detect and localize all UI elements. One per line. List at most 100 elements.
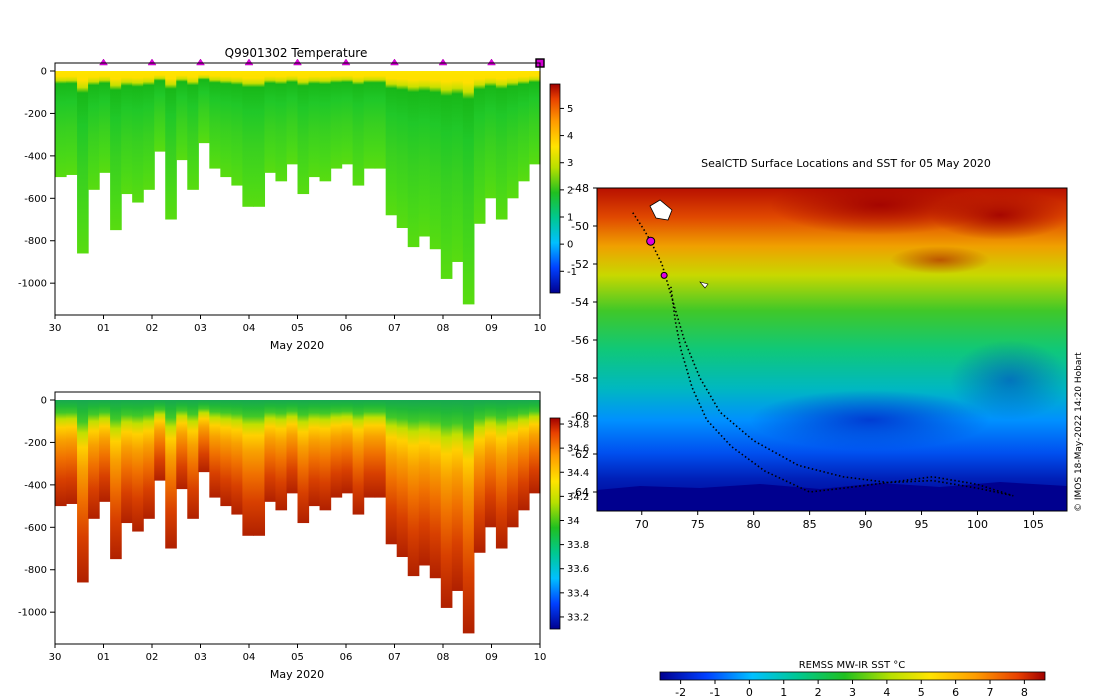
colorbar-tick-label: 34.6 (567, 444, 589, 455)
x-tick-label: 05 (291, 652, 304, 663)
y-tick-label: -600 (24, 194, 47, 205)
salinity-xlabel: May 2020 (270, 668, 324, 681)
x-tick-label: 10 (534, 323, 547, 334)
temperature-panel: Q9901302 Temperature 0 -200 -400 -600 -800 -1… (18, 46, 577, 352)
seal-track-highlights (646, 236, 668, 279)
surface-marker (390, 58, 399, 66)
profile-column (143, 400, 155, 519)
y-tick-label: -1000 (18, 279, 47, 290)
lat-tick-label: -62 (571, 448, 589, 461)
surface-marker (99, 58, 108, 66)
colorbar-tick-label: -1 (567, 267, 577, 278)
salinity-y-axis: 0 -200 -400 -600 -800 -1000 (18, 396, 55, 619)
profile-column (506, 71, 519, 199)
profile-column (451, 71, 464, 262)
profile-column (385, 400, 398, 545)
x-tick-label: 02 (146, 652, 159, 663)
sst-colorbar-ticks: -2 -1 0 1 2 3 4 5 6 7 8 (675, 680, 1028, 699)
temperature-x-axis: 30 01 02 03 04 05 06 07 08 09 10 (49, 315, 547, 334)
profile-column (495, 71, 508, 220)
profile-column (429, 400, 442, 579)
x-tick-label: 06 (340, 652, 353, 663)
x-tick-label: 03 (194, 652, 207, 663)
profile-column (451, 400, 464, 591)
colorbar-tick-label: 1 (567, 213, 573, 224)
sst-colorbar-tick-label: -1 (710, 686, 721, 699)
x-tick-label: 07 (388, 652, 401, 663)
surface-marker (196, 58, 205, 66)
profile-column (363, 71, 376, 169)
profile-column (66, 71, 78, 175)
profile-column (242, 400, 255, 536)
profile-column (77, 400, 89, 583)
temperature-colorbar (549, 83, 561, 294)
salinity-x-axis: 30 01 02 03 04 05 06 07 08 09 10 (49, 644, 546, 663)
profile-column (88, 71, 100, 190)
sst-colorbar-tick-label: 4 (883, 686, 890, 699)
lon-tick-label: 90 (859, 518, 873, 531)
profile-column (297, 71, 310, 195)
profile-column (462, 400, 475, 634)
profile-column (187, 400, 199, 519)
profile-column (528, 71, 541, 165)
surface-marker (438, 58, 448, 66)
profile-column (330, 400, 343, 498)
profile-column (297, 400, 310, 524)
profile-column (418, 71, 431, 237)
colorbar-tick-label: 33.2 (567, 612, 589, 623)
colorbar-tick-label: 0 (567, 240, 573, 251)
track-highlight-point (646, 236, 656, 246)
temperature-profiles (55, 71, 541, 305)
y-tick-label: 0 (41, 67, 47, 78)
x-tick-label: 09 (485, 652, 498, 663)
profile-column (187, 71, 199, 190)
salinity-panel: 0 -200 -400 -600 -800 -1000 30 01 02 03 04 05 06 07 0… (18, 391, 589, 681)
lat-tick-label: -52 (571, 258, 589, 271)
lat-tick-label: -54 (571, 296, 589, 309)
profile-column (121, 71, 133, 195)
lat-tick-label: -60 (571, 410, 589, 423)
profile-column (77, 71, 89, 254)
track-highlight-point (660, 271, 668, 279)
profile-column (407, 71, 420, 248)
x-tick-label: 04 (243, 323, 256, 334)
profile-column (341, 400, 354, 494)
profile-column (209, 400, 221, 498)
surface-marker (147, 58, 157, 66)
profile-column (495, 400, 508, 549)
lon-tick-label: 75 (691, 518, 705, 531)
profile-column (209, 71, 221, 169)
salinity-colorbar-ticks: 34.8 34.6 34.4 34.2 34 33.8 33.6 33.4 33.2 (560, 420, 589, 623)
profile-column (110, 400, 122, 560)
profile-column (418, 400, 431, 566)
profile-column (253, 400, 266, 536)
x-tick-label: 05 (291, 323, 304, 334)
surface-marker (487, 58, 496, 66)
profile-column (242, 71, 255, 207)
y-tick-label: -400 (24, 480, 47, 491)
profile-column (264, 71, 277, 173)
colorbar-tick-label: 33.6 (567, 564, 589, 575)
x-tick-label: 06 (340, 323, 353, 334)
y-tick-label: -400 (24, 151, 47, 162)
colorbar-tick-label: 2 (567, 185, 573, 196)
x-tick-label: 01 (97, 652, 110, 663)
profile-column (341, 71, 354, 165)
x-tick-label: 07 (388, 323, 401, 334)
sst-colorbar-tick-label: 3 (849, 686, 856, 699)
x-tick-label: 30 (49, 652, 62, 663)
lat-tick-label: -48 (571, 182, 589, 195)
profile-column (528, 400, 541, 494)
colorbar-tick-label: 34.2 (567, 492, 589, 503)
profile-column (440, 400, 453, 608)
profile-column (132, 400, 144, 532)
profile-column (154, 400, 166, 481)
profile-column (132, 71, 144, 203)
profile-column (308, 71, 321, 178)
profile-column (165, 400, 177, 549)
lat-tick-label: -58 (571, 372, 589, 385)
lat-tick-label: -50 (571, 220, 589, 233)
profile-column (506, 400, 519, 528)
x-tick-label: 08 (437, 652, 450, 663)
profile-column (440, 71, 453, 279)
